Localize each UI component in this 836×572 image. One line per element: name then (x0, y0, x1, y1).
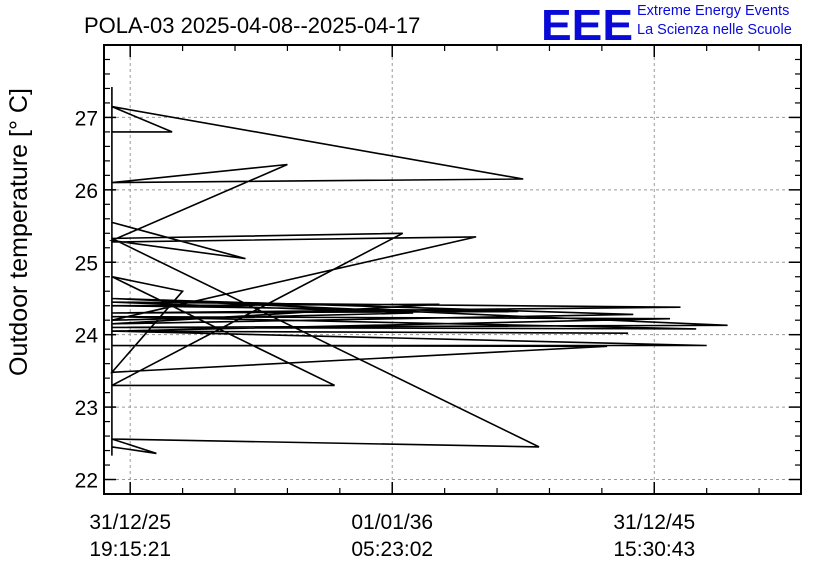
eee-logo: EEE (541, 0, 633, 50)
y-tick-label: 24 (75, 325, 99, 348)
logo-text: EEE (541, 1, 633, 46)
x-tick-labels: 31/12/25 19:15:21 01/01/36 05:23:02 31/12/45… (89, 511, 695, 561)
brand-text: Extreme Energy Events La Scienza nelle S… (637, 2, 792, 40)
x-tick-label-time: 19:15:21 (89, 538, 171, 561)
axis-ticks (104, 45, 801, 495)
y-tick-label: 23 (75, 397, 98, 420)
x-tick-label-date: 01/01/36 (351, 511, 433, 534)
brand-line-1: Extreme Energy Events (637, 3, 790, 19)
brand-line-2: La Scienza nelle Scuole (637, 22, 792, 38)
x-tick-label-time: 05:23:02 (351, 538, 433, 561)
y-axis-label: Outdoor temperature [° C] (5, 88, 33, 376)
x-tick-label-time: 15:30:43 (613, 538, 695, 561)
x-tick-label-date: 31/12/25 (89, 511, 171, 534)
x-tick-label-date: 31/12/45 (613, 511, 695, 534)
y-tick-labels: 22 23 24 25 26 27 (75, 107, 99, 492)
gridlines (104, 45, 801, 494)
chart-title: POLA-03 2025-04-08--2025-04-17 (84, 13, 420, 38)
plot-frame (103, 44, 802, 495)
series-layer (108, 87, 728, 456)
y-tick-label: 22 (75, 470, 98, 493)
y-tick-label: 25 (75, 252, 98, 275)
eee-logo-mark: EEE (541, 1, 633, 50)
y-tick-label: 26 (75, 180, 98, 203)
y-tick-label: 27 (75, 107, 98, 130)
series-line (108, 87, 728, 456)
